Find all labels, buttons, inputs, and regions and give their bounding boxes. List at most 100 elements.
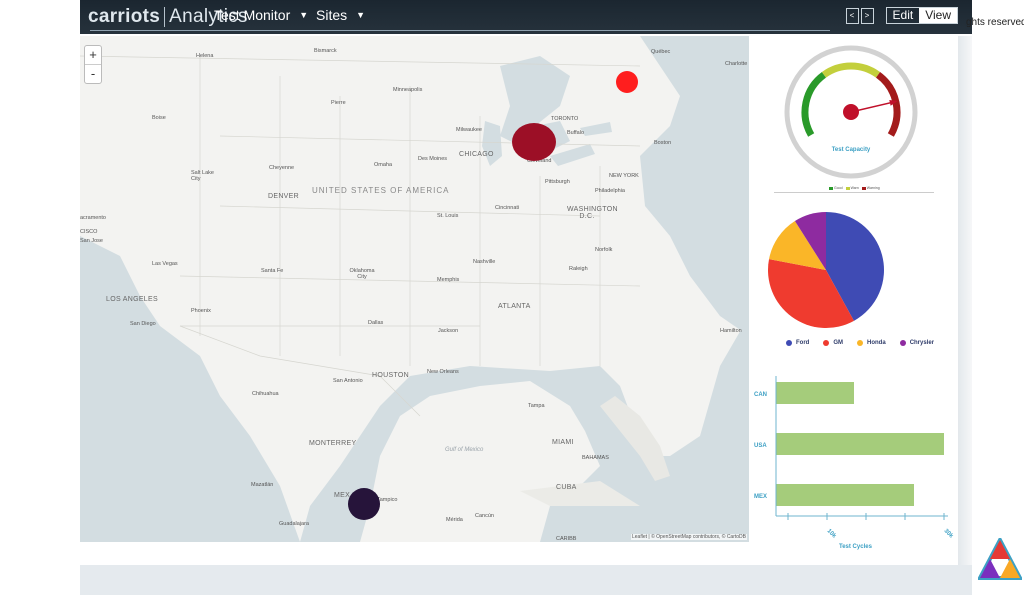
bar-x-axis-label: Test Cycles xyxy=(839,544,872,550)
bar-x-tick-label: 10k xyxy=(826,528,838,540)
state-borders xyxy=(80,55,641,417)
label-sacramento: acramento xyxy=(80,215,106,221)
label-washington: WASHINGTON D.C. xyxy=(567,206,618,220)
pie-slice-chrysler[interactable] xyxy=(794,212,826,270)
gauge-widget: Test Capacity xyxy=(774,44,934,196)
label-charlotte: Charlotte xyxy=(725,61,748,67)
label-norfolk: Norfolk xyxy=(595,247,613,253)
label-gulf-of-mexico: Gulf of Mexico xyxy=(445,447,484,453)
gauge-arc-good xyxy=(801,71,827,137)
rights-text: ghts reserved xyxy=(966,17,1024,28)
label-las-vegas: Las Vegas xyxy=(152,261,178,267)
lake-superior xyxy=(500,56,570,146)
label-san-antonio: San Antonio xyxy=(333,378,363,384)
gauge-arc-warn xyxy=(821,62,881,78)
map-widget[interactable]: + - Helena Bismarck Québec Charlotte Min… xyxy=(80,36,749,542)
label-san-francisco: CISCO xyxy=(80,229,98,235)
pie-slice-ford[interactable] xyxy=(826,212,884,321)
pie-slice-honda[interactable] xyxy=(769,221,826,270)
label-hamilton: Hamilton xyxy=(720,328,742,334)
label-omaha: Omaha xyxy=(374,162,393,168)
legend-ford[interactable]: Ford xyxy=(786,340,809,346)
legend-chrysler[interactable]: Chrysler xyxy=(899,340,934,346)
gauge-separator xyxy=(774,192,934,193)
atlantic-ocean xyxy=(640,36,749,336)
view-button[interactable]: View xyxy=(919,8,957,23)
map-canvas xyxy=(80,36,749,542)
label-merida: Mérida xyxy=(446,517,463,523)
label-toronto: TORONTO xyxy=(551,116,579,122)
marker-detroit[interactable] xyxy=(512,123,556,161)
label-atlanta: ATLANTA xyxy=(498,303,531,310)
marker-mexico[interactable] xyxy=(348,488,380,520)
bar-x-tick-label: 30k xyxy=(943,528,955,540)
label-cancun: Cancún xyxy=(475,513,494,519)
label-des-moines: Des Moines xyxy=(418,156,448,162)
label-jackson: Jackson xyxy=(438,328,459,334)
bar-can[interactable] xyxy=(776,382,854,404)
logo-carriots-text: carriots xyxy=(88,6,161,27)
lake-ontario xyxy=(580,122,612,136)
carriots-logo[interactable]: carriots Analytics xyxy=(88,5,248,29)
florida xyxy=(600,396,670,481)
label-salt-lake-city: Salt Lake City xyxy=(191,170,214,182)
gauge-legend: Good Warn Warning xyxy=(829,186,883,190)
label-new-orleans: New Orleans xyxy=(427,369,459,375)
label-bahamas: BAHAMAS xyxy=(582,455,609,461)
menu-sites[interactable]: Sites ▼ xyxy=(316,7,365,23)
label-usa: UNITED STATES OF AMERICA xyxy=(312,186,449,195)
next-button[interactable]: > xyxy=(860,7,874,24)
label-chihuahua: Chihuahua xyxy=(252,391,279,397)
label-pittsburgh: Pittsburgh xyxy=(545,179,570,185)
label-caribbean: CARIBB xyxy=(556,536,577,542)
label-cincinnati: Cincinnati xyxy=(495,205,520,211)
legend-honda[interactable]: Honda xyxy=(857,340,886,346)
top-navbar: carriots Analytics Test Monitor ▼ Sites … xyxy=(80,0,972,34)
pie-chart xyxy=(768,212,884,328)
gauge-arc-danger xyxy=(875,71,901,137)
gauge-hub xyxy=(843,104,859,120)
label-mazatlan: Mazatlán xyxy=(251,482,274,488)
label-st-louis: St. Louis xyxy=(437,213,459,219)
edit-button[interactable]: Edit xyxy=(892,8,914,22)
label-miami: MIAMI xyxy=(552,439,574,446)
zoom-out-button[interactable]: - xyxy=(85,64,101,83)
bar-usa[interactable] xyxy=(776,433,944,455)
label-los-angeles: LOS ANGELES xyxy=(106,296,158,303)
pie-slice-gm[interactable] xyxy=(768,259,854,328)
label-raleigh: Raleigh xyxy=(569,266,588,272)
bar-mex[interactable] xyxy=(776,484,914,506)
label-san-diego: San Diego xyxy=(130,321,156,327)
pacific-ocean xyxy=(80,236,300,542)
label-cuba: CUBA xyxy=(556,484,577,491)
bar-label-mex: MEX xyxy=(754,494,768,500)
gauge-legend-good: Good xyxy=(829,186,843,190)
gauge-legend-warn: Warn xyxy=(845,186,859,190)
lake-erie xyxy=(550,144,595,166)
label-tampico: Tampico xyxy=(377,497,398,503)
menu-test-monitor[interactable]: Test Monitor ▼ xyxy=(214,7,308,23)
map-attribution[interactable]: Leaflet | © OpenStreetMap contributors, … xyxy=(631,534,747,540)
label-chicago: CHICAGO xyxy=(459,151,494,158)
bar-chart-widget: 10k 30k CAN USA MEX Test Cycles xyxy=(749,376,972,565)
prev-button[interactable]: < xyxy=(845,7,859,24)
label-helena: Helena xyxy=(196,53,214,59)
marker-quebec[interactable] xyxy=(616,71,638,93)
label-cleveland: Cleveland xyxy=(527,158,552,164)
menu-sites-label: Sites xyxy=(316,7,348,23)
label-oklahoma-city: Oklahoma City xyxy=(349,268,375,280)
label-milwaukee: Milwaukee xyxy=(456,127,482,133)
label-philadelphia: Philadelphia xyxy=(595,188,625,194)
caret-down-icon: ▼ xyxy=(356,10,366,20)
widgets-panel: Test Capacity Good Warn Warning Ford GM … xyxy=(749,36,972,565)
logo-divider xyxy=(164,7,166,27)
cuba-island xyxy=(520,481,640,506)
header-underline xyxy=(90,30,830,31)
legend-gm[interactable]: GM xyxy=(823,340,843,346)
label-phoenix: Phoenix xyxy=(191,308,211,314)
label-bismarck: Bismarck xyxy=(314,48,337,54)
label-boston: Boston xyxy=(654,140,672,146)
zoom-in-button[interactable]: + xyxy=(89,47,97,62)
label-denver: DENVER xyxy=(268,193,299,200)
label-dallas: Dallas xyxy=(368,320,384,326)
